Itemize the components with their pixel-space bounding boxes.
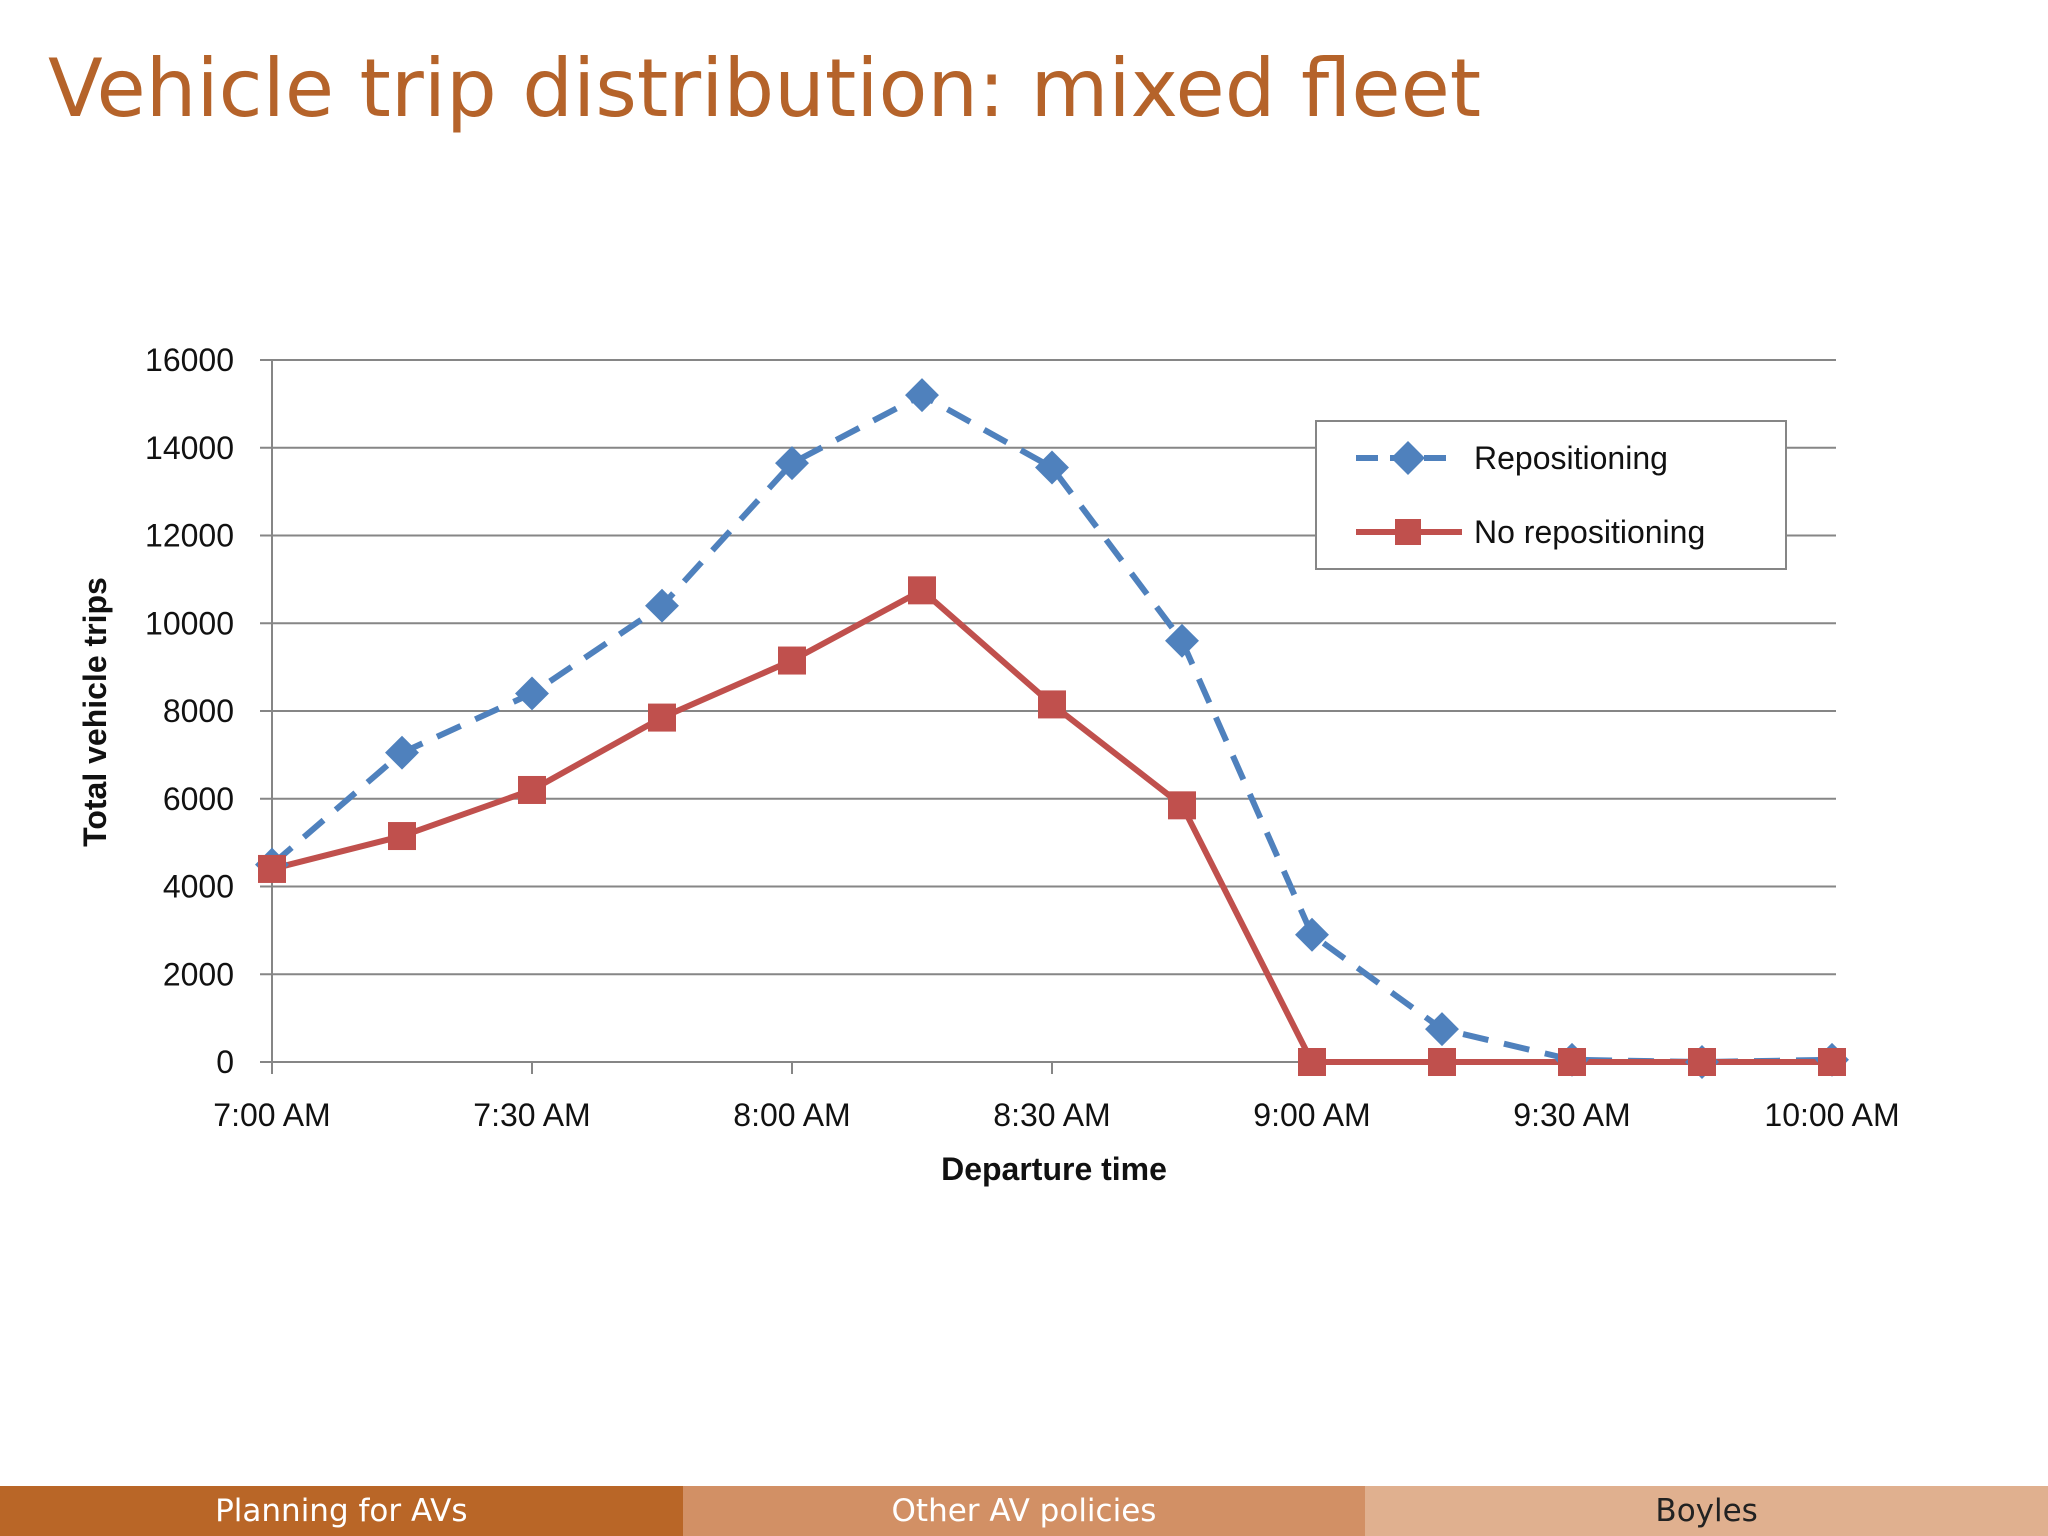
data-point-repositioning — [1295, 917, 1329, 952]
x-tick-labels: 7:00 AM 7:30 AM 8:00 AM 8:30 AM 9:00 AM 9:30 … — [213, 1097, 1899, 1133]
footer-bar: Planning for AVs Other AV policies Boyle… — [0, 1486, 2048, 1536]
data-point-no-repositioning — [1688, 1048, 1716, 1076]
y-tick-label: 2000 — [163, 956, 234, 992]
legend-marker-no-repositioning — [1395, 519, 1421, 545]
data-point-no-repositioning — [1038, 690, 1066, 719]
legend-box — [1315, 420, 1787, 570]
data-point-repositioning — [515, 676, 549, 711]
footer-section-author: Boyles — [1365, 1486, 2048, 1536]
x-tick-label: 7:30 AM — [473, 1097, 590, 1133]
data-point-no-repositioning — [1558, 1048, 1586, 1076]
y-tick-label: 16000 — [145, 342, 234, 378]
data-point-no-repositioning — [1168, 791, 1196, 820]
y-tick-label: 10000 — [145, 605, 234, 641]
y-tick-label: 12000 — [145, 518, 234, 554]
data-point-no-repositioning — [908, 576, 936, 605]
data-point-repositioning — [905, 378, 939, 413]
footer-section-title: Planning for AVs — [0, 1486, 683, 1536]
legend-label-repositioning: Repositioning — [1474, 440, 1668, 476]
y-tick-label: 6000 — [163, 781, 234, 817]
y-tick-labels: 0 2000 4000 6000 8000 10000 12000 14000 16000 — [145, 342, 234, 1080]
data-point-no-repositioning — [518, 775, 546, 804]
data-point-repositioning — [1035, 450, 1069, 485]
x-axis-label: Departure time — [941, 1151, 1167, 1187]
data-point-repositioning — [1425, 1012, 1459, 1047]
legend-marker-repositioning — [1391, 441, 1425, 475]
data-point-no-repositioning — [388, 822, 416, 851]
data-point-repositioning — [775, 446, 809, 481]
x-tick-label: 8:00 AM — [733, 1097, 850, 1133]
y-axis-label: Total vehicle trips — [77, 577, 113, 847]
slide-title: Vehicle trip distribution: mixed fleet — [48, 42, 1482, 135]
data-point-no-repositioning — [1428, 1048, 1456, 1076]
y-tick-label: 14000 — [145, 430, 234, 466]
data-point-repositioning — [1165, 623, 1199, 658]
line-chart: 0 2000 4000 6000 8000 10000 12000 14000 16000 7:… — [77, 342, 1900, 1187]
series — [255, 378, 1849, 1079]
data-point-no-repositioning — [1298, 1048, 1326, 1076]
legend: Repositioning No repositioning — [1315, 420, 1787, 570]
footer-section-topic: Other AV policies — [682, 1486, 1366, 1536]
legend-label-no-repositioning: No repositioning — [1474, 514, 1705, 550]
x-tick-label: 10:00 AM — [1764, 1097, 1899, 1133]
x-tick-label: 9:30 AM — [1513, 1097, 1630, 1133]
series-line-no-repositioning — [271, 587, 1832, 1065]
y-tick-label: 8000 — [163, 693, 234, 729]
x-tick-label: 9:00 AM — [1253, 1097, 1370, 1133]
data-point-repositioning — [645, 588, 679, 623]
data-point-no-repositioning — [778, 646, 806, 675]
data-point-repositioning — [385, 735, 419, 770]
y-tick-label: 4000 — [163, 869, 234, 905]
y-tick-label: 0 — [216, 1044, 234, 1080]
data-point-no-repositioning — [648, 703, 676, 732]
x-tick-label: 8:30 AM — [993, 1097, 1110, 1133]
data-point-no-repositioning — [1818, 1048, 1846, 1076]
x-tick-label: 7:00 AM — [213, 1097, 330, 1133]
data-point-no-repositioning — [258, 854, 286, 883]
